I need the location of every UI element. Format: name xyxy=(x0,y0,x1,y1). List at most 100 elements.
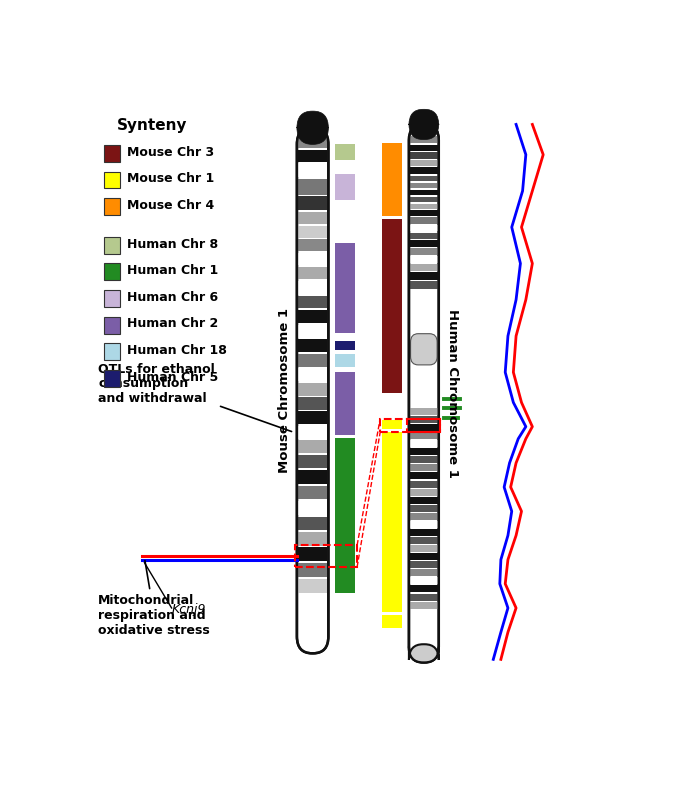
Bar xyxy=(410,561,438,568)
Bar xyxy=(410,203,438,210)
Bar xyxy=(298,455,328,468)
Bar xyxy=(410,240,438,246)
Bar xyxy=(410,416,438,423)
Bar xyxy=(410,497,438,504)
Text: Human Chr 2: Human Chr 2 xyxy=(127,317,218,330)
Bar xyxy=(410,586,438,593)
Bar xyxy=(298,267,328,279)
Bar xyxy=(298,339,328,352)
Bar xyxy=(410,225,438,232)
Bar xyxy=(410,569,438,576)
Bar xyxy=(410,137,438,143)
Bar xyxy=(410,440,438,447)
Bar xyxy=(382,218,402,393)
Bar xyxy=(410,408,438,415)
Bar xyxy=(382,432,402,612)
Bar xyxy=(382,420,402,429)
Bar xyxy=(104,198,120,215)
Bar xyxy=(410,176,438,181)
Bar xyxy=(410,513,438,520)
Text: Human Chr 18: Human Chr 18 xyxy=(127,344,226,357)
Bar xyxy=(335,438,356,593)
Bar xyxy=(407,418,440,432)
Bar xyxy=(410,196,438,203)
Bar xyxy=(410,281,438,289)
Bar xyxy=(298,226,328,238)
Bar xyxy=(410,145,438,152)
Bar xyxy=(298,353,328,367)
Bar xyxy=(335,372,356,435)
Bar xyxy=(298,397,328,410)
Bar xyxy=(298,411,328,424)
Bar xyxy=(104,316,120,334)
Bar xyxy=(410,256,438,263)
FancyBboxPatch shape xyxy=(409,644,439,663)
Text: Human Chr 5: Human Chr 5 xyxy=(127,371,218,384)
Bar xyxy=(298,310,328,323)
Bar xyxy=(410,160,438,166)
Bar xyxy=(335,353,356,367)
Bar xyxy=(298,253,328,265)
Bar xyxy=(410,488,438,495)
Bar xyxy=(410,465,438,472)
Bar xyxy=(104,343,120,360)
Bar xyxy=(298,296,328,309)
Bar xyxy=(298,579,328,593)
Bar xyxy=(298,532,328,546)
Bar xyxy=(410,505,438,512)
Bar xyxy=(410,537,438,544)
Bar xyxy=(410,578,438,584)
Bar xyxy=(298,563,328,577)
Bar xyxy=(298,368,328,382)
Bar xyxy=(298,281,328,294)
Bar xyxy=(295,545,357,567)
Text: Mouse Chr 1: Mouse Chr 1 xyxy=(127,173,214,185)
Bar xyxy=(298,517,328,530)
Bar xyxy=(298,239,328,251)
Bar xyxy=(380,418,440,432)
Bar xyxy=(410,247,438,254)
Text: Synteny: Synteny xyxy=(118,119,188,133)
Bar xyxy=(410,152,438,159)
Bar xyxy=(104,370,120,387)
Bar xyxy=(410,183,438,188)
FancyBboxPatch shape xyxy=(297,127,328,653)
Bar xyxy=(410,593,438,601)
Bar xyxy=(410,264,438,272)
Bar xyxy=(410,448,438,455)
Bar xyxy=(410,480,438,487)
Text: Mitochondrial
respiration and
oxidative stress: Mitochondrial respiration and oxidative … xyxy=(98,560,210,637)
Bar xyxy=(298,425,328,439)
Text: Mouse Chr 4: Mouse Chr 4 xyxy=(127,199,214,212)
Text: Human Chromosome 1: Human Chromosome 1 xyxy=(446,309,459,478)
Bar xyxy=(335,243,356,333)
Bar xyxy=(298,501,328,515)
Text: Mouse Chromosome 1: Mouse Chromosome 1 xyxy=(279,308,291,473)
Bar xyxy=(410,529,438,536)
Bar xyxy=(410,217,438,224)
Bar xyxy=(410,473,438,480)
Bar xyxy=(382,143,402,216)
Bar xyxy=(410,456,438,463)
FancyBboxPatch shape xyxy=(409,125,439,663)
Bar xyxy=(104,145,120,162)
Bar xyxy=(410,601,438,608)
Text: QTLs for ethanol
consumption
and withdrawal: QTLs for ethanol consumption and withdra… xyxy=(98,362,292,432)
Text: Human Chr 8: Human Chr 8 xyxy=(127,238,218,250)
Text: Human Chr 1: Human Chr 1 xyxy=(127,265,218,277)
Bar xyxy=(298,137,328,148)
Bar xyxy=(410,424,438,431)
Text: Mouse Chr 3: Mouse Chr 3 xyxy=(127,146,214,159)
Bar xyxy=(104,290,120,307)
FancyBboxPatch shape xyxy=(297,111,328,144)
Bar xyxy=(298,547,328,561)
Bar xyxy=(298,486,328,499)
Bar xyxy=(335,341,356,350)
Text: Kcnj9: Kcnj9 xyxy=(172,604,206,616)
Bar xyxy=(298,179,328,195)
Bar xyxy=(410,545,438,552)
Bar xyxy=(382,615,402,629)
Bar xyxy=(410,210,438,217)
Bar xyxy=(104,264,120,280)
FancyBboxPatch shape xyxy=(411,334,437,365)
